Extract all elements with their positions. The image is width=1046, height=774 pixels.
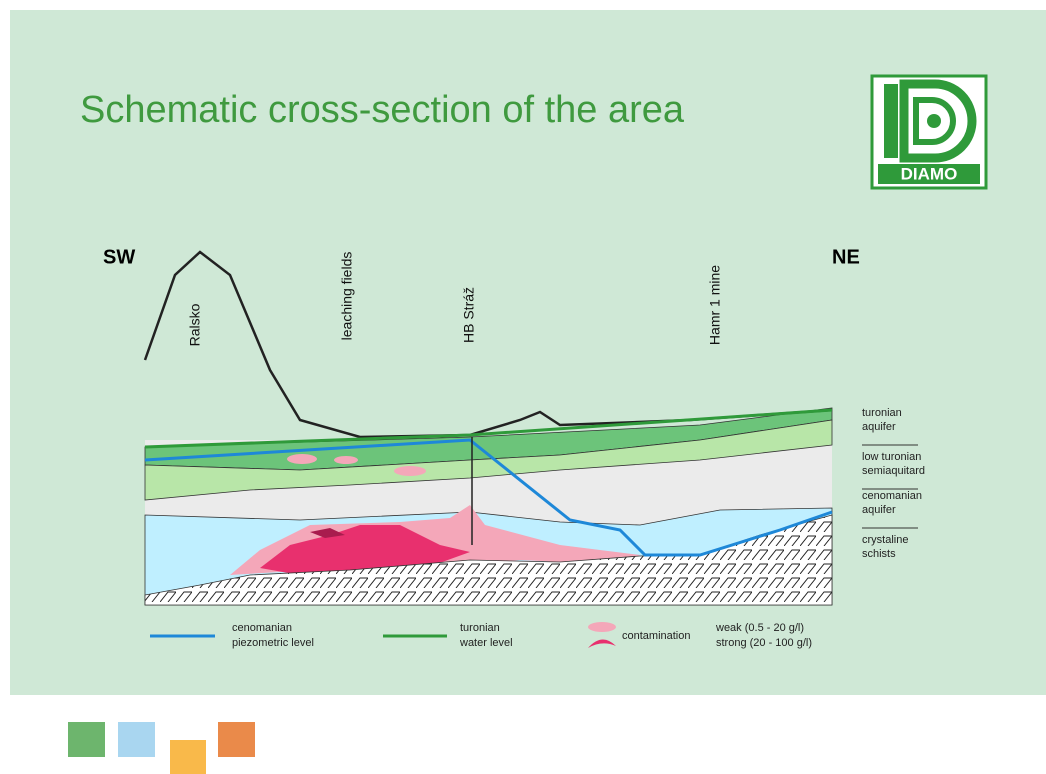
layer-label: crystaline — [862, 534, 908, 546]
location: leaching fields — [339, 252, 355, 341]
logo: DIAMO — [872, 76, 986, 188]
layer-label: turonian — [862, 407, 902, 419]
legend-label: contamination — [622, 630, 691, 642]
legend-label: cenomanian — [232, 622, 292, 634]
decor-squares — [68, 722, 255, 774]
location: Hamr 1 mine — [707, 265, 723, 345]
location: HB Stráž — [461, 287, 477, 343]
legend-label: piezometric level — [232, 637, 314, 649]
layer-label: schists — [862, 548, 896, 560]
layer-label: aquifer — [862, 421, 896, 433]
location: Ralsko — [187, 303, 203, 346]
legend-label: turonian — [460, 622, 500, 634]
layer-label: low turonian — [862, 451, 921, 463]
page: Schematic cross-section of the area DIAM… — [0, 0, 1046, 774]
direction: SW — [103, 246, 135, 268]
legend-label: strong (20 - 100 g/l) — [716, 637, 812, 649]
legend-label: weak (0.5 - 20 g/l) — [715, 622, 804, 634]
logo-text: DIAMO — [901, 164, 958, 183]
direction: NE — [832, 246, 860, 268]
layer-label: cenomanian — [862, 490, 922, 502]
layer-label: semiaquitard — [862, 465, 925, 477]
slide: Schematic cross-section of the area DIAM… — [0, 0, 1046, 774]
legend-label: water level — [459, 637, 513, 649]
layer-label: aquifer — [862, 504, 896, 516]
title: Schematic cross-section of the area — [80, 89, 685, 131]
